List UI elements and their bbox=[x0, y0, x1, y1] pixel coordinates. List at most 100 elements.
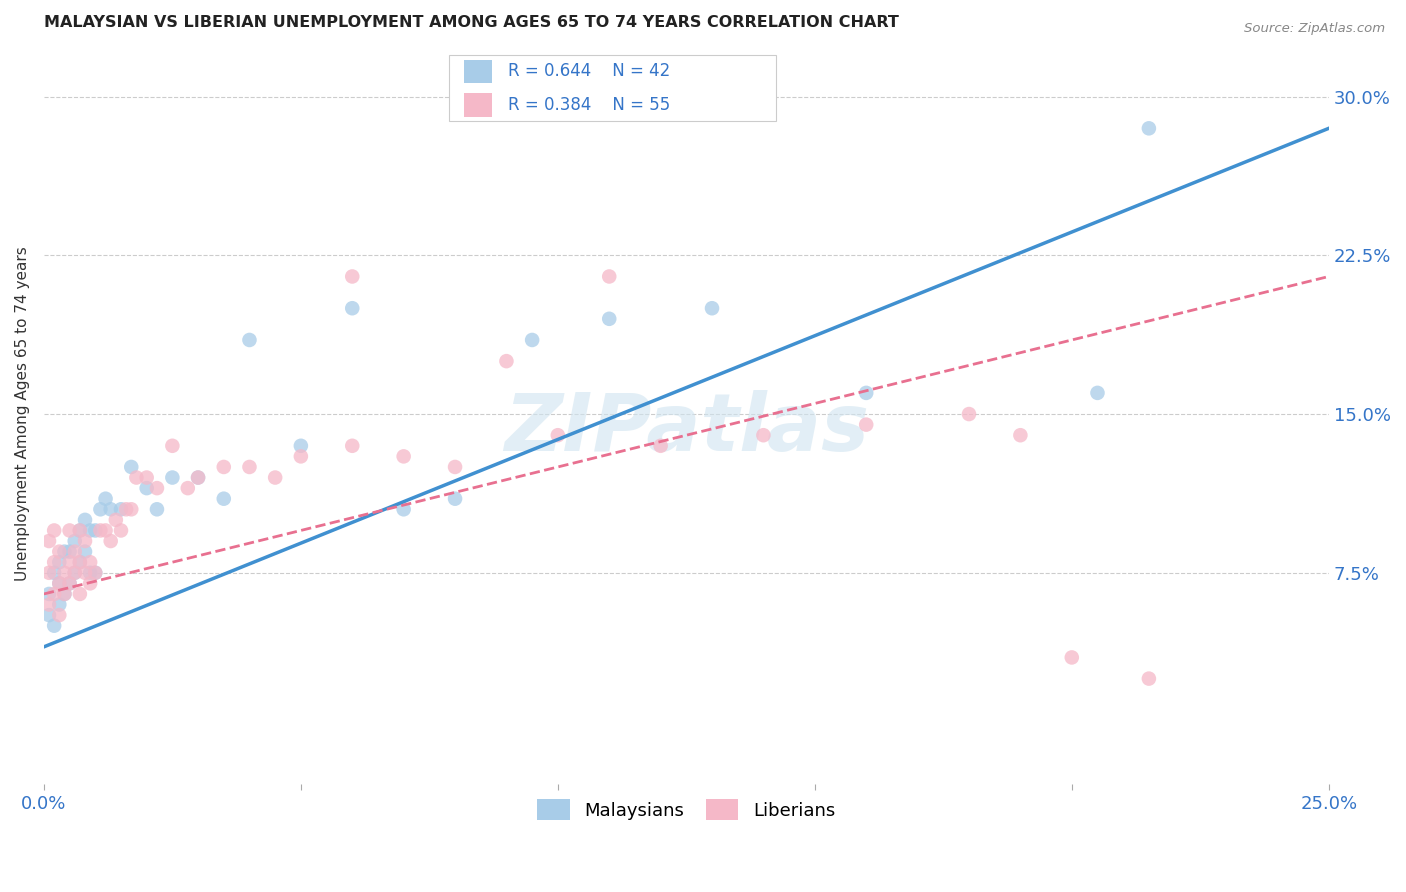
Point bbox=[84, 524, 107, 538]
Point bbox=[38, 608, 60, 623]
Point bbox=[69, 587, 91, 601]
Point bbox=[94, 524, 117, 538]
Point bbox=[58, 524, 80, 538]
Y-axis label: Unemployment Among Ages 65 to 74 years: Unemployment Among Ages 65 to 74 years bbox=[15, 247, 30, 582]
Point bbox=[100, 502, 122, 516]
Point bbox=[73, 544, 96, 558]
Point bbox=[342, 269, 364, 284]
Point bbox=[44, 618, 66, 632]
Point bbox=[290, 450, 312, 464]
Point bbox=[342, 439, 364, 453]
Point bbox=[63, 534, 86, 549]
Point bbox=[752, 428, 775, 442]
Point bbox=[238, 333, 260, 347]
Point bbox=[598, 269, 620, 284]
Text: ZIPatlas: ZIPatlas bbox=[503, 390, 869, 468]
Text: R = 0.644    N = 42: R = 0.644 N = 42 bbox=[508, 62, 671, 80]
Point bbox=[120, 459, 142, 474]
Point bbox=[650, 439, 672, 453]
Point bbox=[38, 566, 60, 580]
Point bbox=[63, 566, 86, 580]
Point bbox=[212, 491, 235, 506]
Point bbox=[69, 524, 91, 538]
Point bbox=[63, 566, 86, 580]
Point bbox=[212, 459, 235, 474]
Point bbox=[392, 450, 415, 464]
Text: R = 0.384    N = 55: R = 0.384 N = 55 bbox=[508, 95, 671, 114]
Point bbox=[53, 566, 76, 580]
Point bbox=[162, 470, 184, 484]
Point bbox=[444, 459, 467, 474]
Point bbox=[547, 428, 569, 442]
Point bbox=[58, 576, 80, 591]
Point bbox=[53, 587, 76, 601]
Point bbox=[700, 301, 723, 316]
Point bbox=[392, 502, 415, 516]
Text: Source: ZipAtlas.com: Source: ZipAtlas.com bbox=[1244, 22, 1385, 36]
Point bbox=[89, 502, 111, 516]
Point bbox=[115, 502, 138, 516]
Point bbox=[89, 524, 111, 538]
Point bbox=[177, 481, 200, 495]
Point bbox=[135, 481, 157, 495]
Point bbox=[79, 524, 101, 538]
Point bbox=[1060, 650, 1083, 665]
Point bbox=[125, 470, 148, 484]
Point bbox=[69, 555, 91, 569]
Point bbox=[63, 544, 86, 558]
Point bbox=[48, 576, 70, 591]
Point bbox=[38, 587, 60, 601]
Point bbox=[520, 333, 543, 347]
Point bbox=[44, 587, 66, 601]
Point bbox=[187, 470, 209, 484]
Point bbox=[94, 491, 117, 506]
Point bbox=[110, 502, 132, 516]
Point bbox=[53, 587, 76, 601]
Point bbox=[1137, 672, 1160, 686]
Point bbox=[73, 513, 96, 527]
Point bbox=[100, 534, 122, 549]
Point bbox=[73, 566, 96, 580]
Point bbox=[146, 502, 169, 516]
Point bbox=[38, 534, 60, 549]
Point bbox=[53, 544, 76, 558]
Point bbox=[104, 513, 127, 527]
Point bbox=[1087, 385, 1109, 400]
Point bbox=[79, 555, 101, 569]
Point bbox=[48, 608, 70, 623]
Point bbox=[162, 439, 184, 453]
Point bbox=[1137, 121, 1160, 136]
Point bbox=[69, 555, 91, 569]
Point bbox=[58, 576, 80, 591]
Point bbox=[342, 301, 364, 316]
Point bbox=[290, 439, 312, 453]
Point bbox=[48, 576, 70, 591]
Point bbox=[48, 544, 70, 558]
Legend: Malaysians, Liberians: Malaysians, Liberians bbox=[530, 792, 842, 827]
Bar bbox=[464, 93, 492, 117]
Point bbox=[73, 534, 96, 549]
Point bbox=[120, 502, 142, 516]
Point bbox=[44, 555, 66, 569]
Point bbox=[58, 544, 80, 558]
Point bbox=[135, 470, 157, 484]
Point bbox=[84, 566, 107, 580]
Point bbox=[855, 385, 877, 400]
Point bbox=[48, 555, 70, 569]
Point bbox=[1010, 428, 1032, 442]
Point bbox=[444, 491, 467, 506]
Point bbox=[79, 566, 101, 580]
Point bbox=[238, 459, 260, 474]
Point bbox=[38, 598, 60, 612]
Point bbox=[495, 354, 517, 368]
Point bbox=[44, 524, 66, 538]
Point bbox=[69, 524, 91, 538]
Point bbox=[58, 555, 80, 569]
Point bbox=[957, 407, 980, 421]
Point bbox=[146, 481, 169, 495]
Point bbox=[264, 470, 287, 484]
FancyBboxPatch shape bbox=[449, 54, 776, 121]
Point bbox=[598, 311, 620, 326]
Point bbox=[48, 598, 70, 612]
Point bbox=[855, 417, 877, 432]
